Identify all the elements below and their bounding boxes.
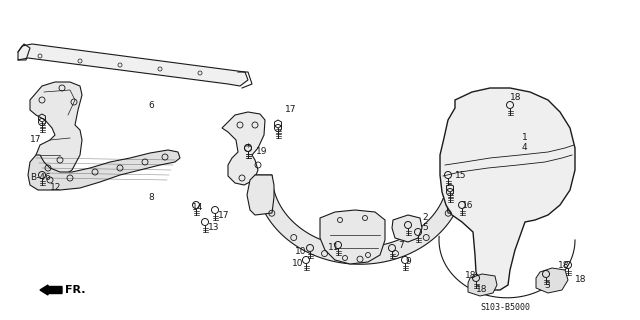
Text: 5: 5 [422,223,428,233]
Polygon shape [28,150,180,190]
Text: B-46: B-46 [30,173,51,182]
FancyArrow shape [40,285,62,295]
Text: 2: 2 [422,213,428,222]
Text: FR.: FR. [65,285,86,295]
Polygon shape [255,175,465,264]
Text: 16: 16 [462,201,474,210]
Text: 8: 8 [148,194,154,203]
Text: 3: 3 [544,281,550,290]
Text: 19: 19 [256,148,268,156]
Polygon shape [392,215,422,242]
Text: 1: 1 [522,133,528,142]
Text: 12: 12 [50,183,61,193]
Text: 15: 15 [455,171,467,180]
Polygon shape [30,82,82,178]
Text: 18: 18 [476,285,488,294]
Polygon shape [18,44,248,86]
Polygon shape [320,210,385,264]
Text: 18: 18 [575,276,586,284]
Text: 10: 10 [292,260,303,268]
Polygon shape [468,274,497,296]
Text: 18: 18 [510,93,522,102]
Text: S103-B5000: S103-B5000 [480,303,530,313]
Text: 7: 7 [398,241,404,250]
Text: 17: 17 [218,211,230,220]
Polygon shape [222,112,265,185]
Text: 18: 18 [558,260,570,269]
Polygon shape [536,268,568,293]
Text: 10: 10 [295,247,307,257]
Text: 11: 11 [328,244,339,252]
Text: 18: 18 [465,270,477,279]
Text: 9: 9 [405,258,411,267]
Polygon shape [247,175,274,215]
Text: 6: 6 [148,100,154,109]
Text: 4: 4 [522,143,527,153]
Polygon shape [440,88,575,290]
Text: 17: 17 [30,135,42,145]
Text: 13: 13 [208,223,220,233]
Polygon shape [446,175,473,215]
Text: *: * [246,143,250,153]
Text: 17: 17 [285,106,296,115]
Text: 14: 14 [192,204,204,212]
